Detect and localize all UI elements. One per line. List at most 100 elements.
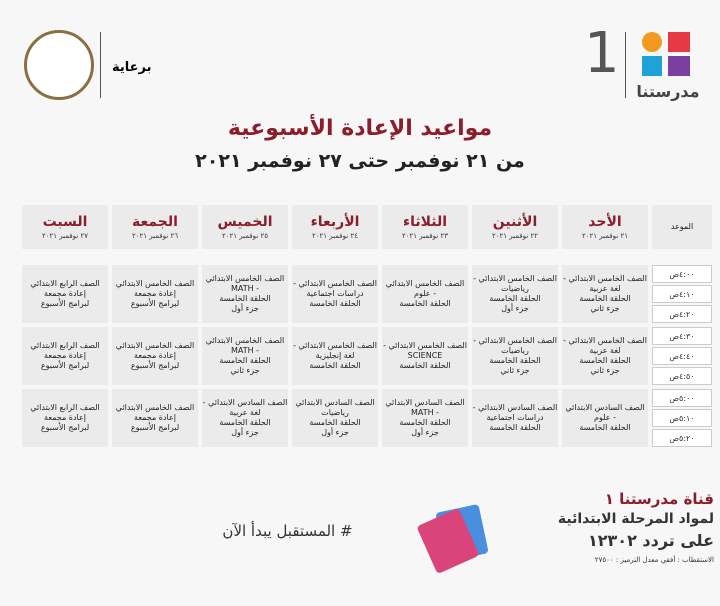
day-header: الأربعاء ٢٤ نوفمبر ٢٠٢١ bbox=[292, 205, 378, 249]
program-line: الحلقة الخامسة bbox=[489, 356, 541, 365]
day-header: الخميس ٢٥ نوفمبر ٢٠٢١ bbox=[202, 205, 288, 249]
time-slot: ٤:٢٠ص bbox=[652, 305, 712, 323]
program-line: - MATH bbox=[230, 284, 260, 293]
channel: قناة مدرستنا ١ bbox=[604, 490, 714, 508]
program-line: - علوم bbox=[594, 413, 616, 422]
brand-logo bbox=[642, 32, 694, 80]
time-slot: ٤:٤٠ص bbox=[652, 347, 712, 365]
program-line: الحلقة الخامسة bbox=[309, 418, 361, 427]
program-cell: الصف السادس الابتدائي - علوم الحلقة الخامس… bbox=[562, 389, 648, 447]
program-line: الصف الخامس الابتدائي - bbox=[293, 279, 377, 288]
program-line: جزء أول bbox=[231, 428, 259, 437]
day-date: ٢٢ نوفمبر ٢٠٢١ bbox=[492, 232, 538, 240]
divider bbox=[100, 32, 101, 98]
program-line: الصف الخامس الابتدائي - bbox=[563, 336, 647, 345]
program-line: الصف الخامس الابتدائي - bbox=[293, 341, 377, 350]
program-line: الحلقة الخامسة bbox=[489, 294, 541, 303]
program-line: الحلقة الخامسة bbox=[399, 418, 451, 427]
time-slot: ٥:١٠ص bbox=[652, 409, 712, 427]
time-slot: ٤:٥٠ص bbox=[652, 367, 712, 385]
program-line: رياضيات bbox=[501, 284, 529, 293]
program-line: جزء ثاني bbox=[230, 366, 260, 375]
day-header: الأحد ٢١ نوفمبر ٢٠٢١ bbox=[562, 205, 648, 249]
day-name: الأثنين bbox=[492, 214, 538, 230]
time-slot: ٤:٣٠ص bbox=[652, 327, 712, 345]
day-date: ٢٤ نوفمبر ٢٠٢١ bbox=[312, 232, 358, 240]
program-line: - MATH bbox=[230, 346, 260, 355]
program-line: الحلقة الخامسة bbox=[399, 299, 451, 308]
program-line: إعادة مجمعة bbox=[134, 413, 176, 422]
program-line: جزء أول bbox=[411, 428, 439, 437]
program-line: الصف الخامس الابتدائي bbox=[205, 336, 285, 345]
program-line: لغة إنجليزية bbox=[315, 351, 355, 360]
program-line: دراسات اجتماعية bbox=[306, 289, 364, 298]
program-line: الصف الخامس الابتدائي bbox=[115, 279, 195, 288]
program-line: دراسات اجتماعية bbox=[486, 413, 544, 422]
program-line: الحلقة الخامسة bbox=[309, 299, 361, 308]
time-slot: ٤:١٠ص bbox=[652, 285, 712, 303]
day-header: الثلاثاء ٢٣ نوفمبر ٢٠٢١ bbox=[382, 205, 468, 249]
program-line: لغة عربية bbox=[229, 408, 261, 417]
program-cell: الصف الخامس الابتدائي - SCIENCE الحلقة الخ… bbox=[382, 327, 468, 385]
program-line: الصف السادس الابتدائي bbox=[565, 403, 645, 412]
day-name: الثلاثاء bbox=[402, 214, 448, 230]
day-header: الأثنين ٢٢ نوفمبر ٢٠٢١ bbox=[472, 205, 558, 249]
program-line: الحلقة الخامسة bbox=[579, 356, 631, 365]
program-line: الصف الخامس الابتدائي bbox=[115, 341, 195, 350]
program-cell: الصف الرابع الابتدائي إعادة مجمعة لبرامج ا… bbox=[22, 265, 108, 323]
program-cell: الصف الرابع الابتدائي إعادة مجمعة لبرامج ا… bbox=[22, 389, 108, 447]
program-line: الحلقة الخامسة bbox=[309, 361, 361, 370]
subtitle: من ٢١ نوفمبر حتى ٢٧ نوفمبر ٢٠٢١ bbox=[195, 150, 525, 172]
tech-info: الاستقطاب : أفقي معدل الترميز : ٢٧٥٠٠ bbox=[594, 556, 714, 564]
program-line: - MATH bbox=[410, 408, 440, 417]
program-line: الصف السادس الابتدائي - bbox=[472, 403, 558, 412]
program-cell: الصف السادس الابتدائي - MATH الحلقة الخامس… bbox=[382, 389, 468, 447]
time-slot: ٤:٠٠ص bbox=[652, 265, 712, 283]
program-line: لغة عربية bbox=[589, 346, 621, 355]
title: مواعيد الإعادة الأسبوعية bbox=[227, 116, 493, 141]
program-line: لبرامج الأسبوع bbox=[40, 299, 90, 308]
day-header: الجمعة ٢٦ نوفمبر ٢٠٢١ bbox=[112, 205, 198, 249]
program-cell: الصف الخامس الابتدائي - MATH الحلقة الخامس… bbox=[202, 327, 288, 385]
time-slot: ٥:٠٠ص bbox=[652, 389, 712, 407]
program-line: الصف الرابع الابتدائي bbox=[30, 341, 100, 350]
program-line: الصف السادس الابتدائي bbox=[385, 398, 465, 407]
program-line: الصف السادس الابتدائي - bbox=[202, 398, 288, 407]
program-line: لبرامج الأسبوع bbox=[130, 361, 180, 370]
program-line: الصف الخامس الابتدائي - bbox=[383, 341, 467, 350]
time-slot: ٥:٢٠ص bbox=[652, 429, 712, 447]
day-name: الخميس bbox=[217, 214, 273, 230]
brand-name: مدرستنا bbox=[636, 82, 700, 101]
program-cell: الصف الرابع الابتدائي إعادة مجمعة لبرامج ا… bbox=[22, 327, 108, 385]
day-date: ٢٣ نوفمبر ٢٠٢١ bbox=[402, 232, 448, 240]
program-line: الصف السادس الابتدائي bbox=[295, 398, 375, 407]
program-line: جزء أول bbox=[501, 304, 529, 313]
program-line: الصف الخامس الابتدائي - bbox=[473, 274, 557, 283]
program-line: إعادة مجمعة bbox=[44, 289, 86, 298]
program-line: جزء ثاني bbox=[500, 366, 530, 375]
program-cell: الصف الخامس الابتدائي إعادة مجمعة لبرامج ا… bbox=[112, 327, 198, 385]
program-line: الحلقة الخامسة bbox=[399, 361, 451, 370]
program-cell: الصف الخامس الابتدائي إعادة مجمعة لبرامج ا… bbox=[112, 389, 198, 447]
program-line: لبرامج الأسبوع bbox=[130, 423, 180, 432]
program-line: الصف الرابع الابتدائي bbox=[30, 279, 100, 288]
program-line: إعادة مجمعة bbox=[44, 351, 86, 360]
program-line: الصف الخامس الابتدائي - bbox=[473, 336, 557, 345]
program-cell: الصف الخامس الابتدائي - رياضيات الحلقة الخ… bbox=[472, 265, 558, 323]
program-cell: الصف الخامس الابتدائي إعادة مجمعة لبرامج ا… bbox=[112, 265, 198, 323]
program-line: - علوم bbox=[414, 289, 436, 298]
program-line: الصف الخامس الابتدائي bbox=[115, 403, 195, 412]
day-date: ٢٧ نوفمبر ٢٠٢١ bbox=[42, 232, 88, 240]
time-header: الموعد bbox=[652, 205, 712, 249]
program-line: جزء أول bbox=[231, 304, 259, 313]
program-line: SCIENCE bbox=[407, 351, 443, 360]
ministry-logo bbox=[24, 30, 94, 100]
program-cell: الصف الخامس الابتدائي - لغة عربية الحلقة ا… bbox=[562, 265, 648, 323]
sponsor: برعاية bbox=[112, 60, 152, 75]
program-line: لبرامج الأسبوع bbox=[40, 423, 90, 432]
program-line: الحلقة الخامسة bbox=[579, 423, 631, 432]
day-name: الأحد bbox=[588, 214, 622, 230]
hashtag: # المستقبل يبدأ الآن bbox=[222, 522, 353, 540]
program-line: الحلقة الخامسة bbox=[489, 423, 541, 432]
